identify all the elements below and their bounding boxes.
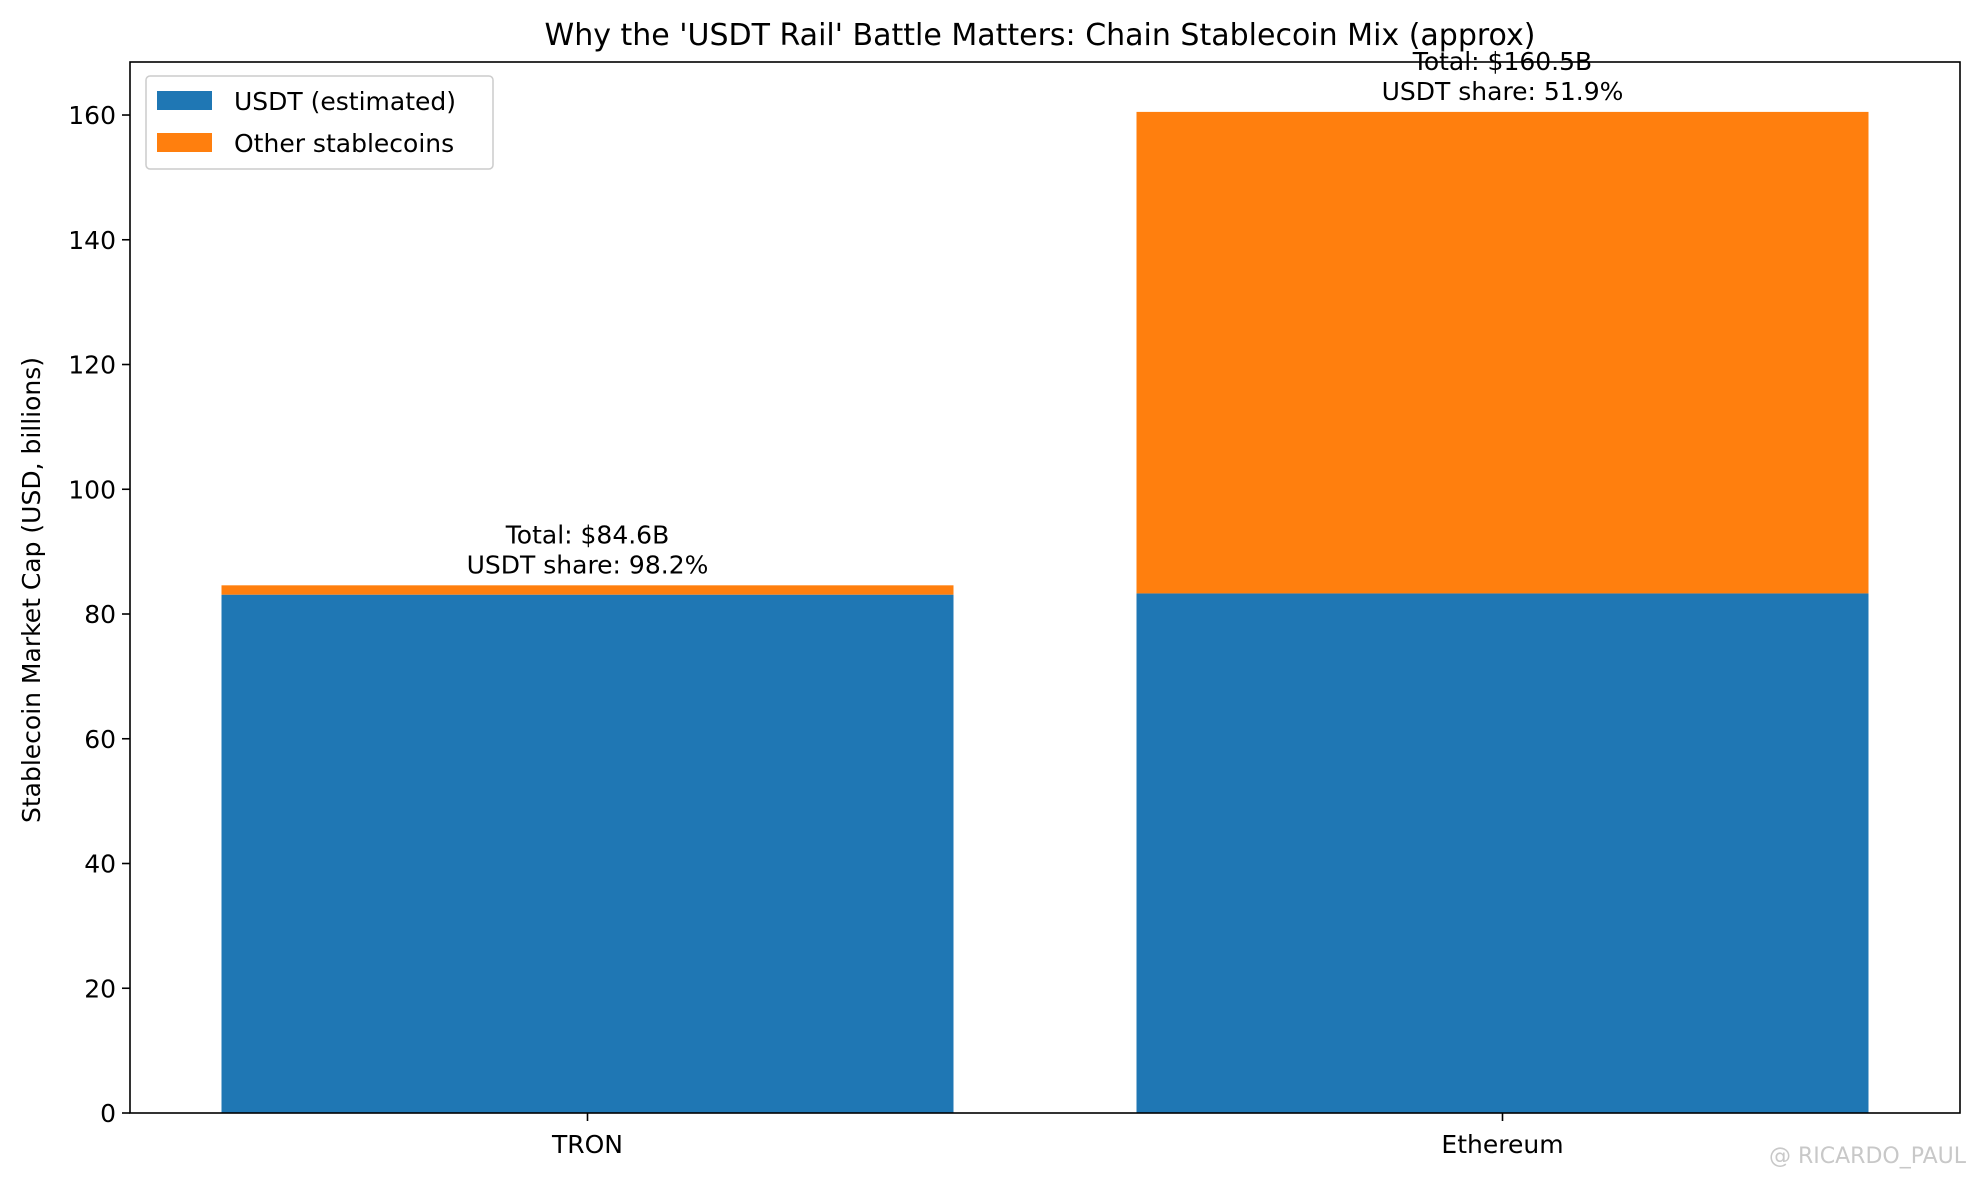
y-tick-label: 140 — [68, 226, 116, 255]
bar-annotation-ethereum-share: USDT share: 51.9% — [1382, 77, 1624, 106]
bar-ethereum-other — [1136, 111, 1869, 594]
y-tick-label: 160 — [68, 101, 116, 130]
bar-annotation-tron-share: USDT share: 98.2% — [467, 550, 709, 579]
y-tick-label: 40 — [84, 850, 116, 879]
legend-swatch-other — [157, 133, 212, 152]
plot-frame — [129, 61, 1961, 1114]
x-tick-label-tron: TRON — [551, 1130, 623, 1159]
y-tick-label: 80 — [84, 600, 116, 629]
y-axis-label: Stablecoin Market Cap (USD, billions) — [17, 357, 46, 823]
axes-layer: 0 20 40 60 80 100 120 140 160 TRON Ethereum — [68, 61, 1961, 1159]
legend-swatch-usdt — [157, 91, 212, 110]
legend: USDT (estimated) Other stablecoins — [145, 75, 494, 170]
bar-tron-usdt — [221, 594, 954, 1113]
x-tick-label-ethereum: Ethereum — [1441, 1130, 1563, 1159]
bar-ethereum-usdt — [1136, 593, 1869, 1113]
bar-annotation-tron-total: Total: $84.6B — [505, 520, 669, 549]
y-tick-label: 20 — [84, 974, 116, 1003]
y-tick-label: 60 — [84, 725, 116, 754]
watermark-text: @ RICARDO_PAUL — [1769, 1144, 1967, 1169]
y-tick-label: 100 — [68, 475, 116, 504]
legend-label-other: Other stablecoins — [234, 129, 454, 158]
y-tick-label: 120 — [68, 351, 116, 380]
legend-label-usdt: USDT (estimated) — [234, 87, 456, 116]
bars-layer — [221, 111, 1869, 1113]
chart-title: Why the 'USDT Rail' Battle Matters: Chai… — [545, 18, 1536, 53]
bar-tron-other — [221, 585, 954, 595]
legend-box — [145, 75, 494, 170]
y-tick-label: 0 — [100, 1099, 116, 1128]
